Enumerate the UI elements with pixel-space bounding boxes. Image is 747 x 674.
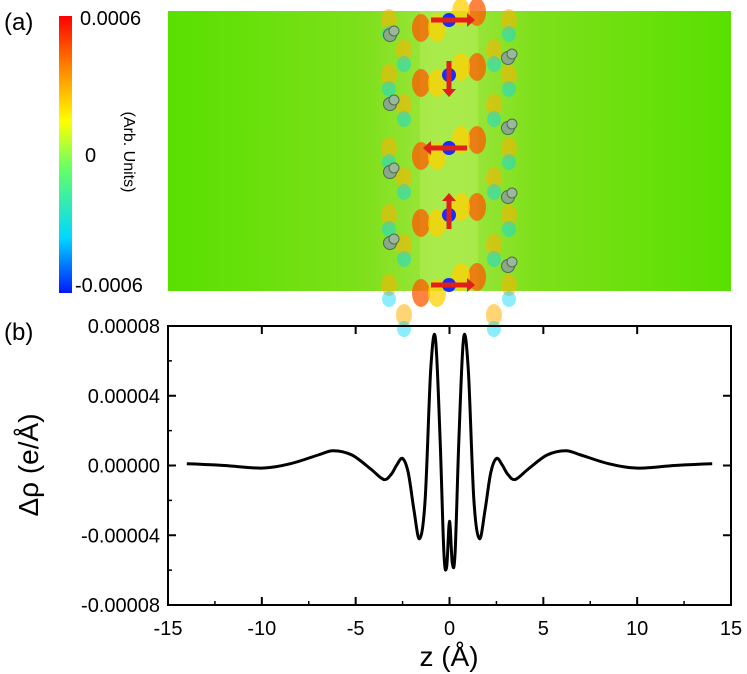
density-lobe (501, 137, 517, 159)
density-lobe (412, 14, 430, 42)
density-lobe (487, 111, 501, 127)
spin-arrow-head (442, 89, 456, 97)
density-lobe (452, 53, 470, 81)
atom-sphere (506, 187, 518, 199)
density-lobe (502, 26, 516, 42)
density-lobe (502, 291, 516, 307)
density-lobe (501, 64, 517, 86)
density-lobe (381, 9, 397, 31)
panel-a-label: (a) (4, 9, 33, 36)
y-tick-label: 0.00008 (88, 316, 160, 338)
x-tick-label: -10 (247, 618, 276, 640)
density-lobe (486, 304, 502, 326)
density-lobe (501, 274, 517, 296)
series-line (186, 332, 713, 572)
charge-density-map (168, 0, 731, 337)
density-lobe (486, 234, 502, 256)
x-tick-label: 15 (720, 618, 742, 640)
density-lobe (486, 94, 502, 116)
density-lobe (396, 94, 412, 116)
density-lobe (397, 251, 411, 267)
x-tick-label: 0 (444, 618, 455, 640)
density-lobe (452, 193, 470, 221)
density-lobe (468, 53, 486, 81)
x-tick-label: 5 (538, 618, 549, 640)
density-lobe (382, 81, 396, 97)
density-lobe (396, 234, 412, 256)
density-lobe (396, 39, 412, 61)
density-lobe (382, 291, 396, 307)
density-lobe (501, 9, 517, 31)
y-tick-label: -0.00008 (81, 595, 160, 617)
density-lobe (397, 56, 411, 72)
x-tick-label: 10 (626, 618, 648, 640)
density-lobe (412, 209, 430, 237)
density-lobe (381, 64, 397, 86)
density-lobe (381, 204, 397, 226)
spin-arrow-head (467, 278, 475, 292)
spin-arrow-head (442, 193, 456, 201)
atom-sphere (506, 256, 518, 268)
colorbar-mid-label: 0 (85, 145, 96, 167)
atom-sphere (388, 94, 400, 106)
y-axis: -0.00008 -0.00004 0.00000 0.00004 0.00008 (81, 316, 731, 617)
density-lobe (396, 167, 412, 189)
colorbar-max-label: 0.0006 (80, 8, 141, 30)
density-lobe (502, 154, 516, 170)
density-lobe (382, 221, 396, 237)
density-lobe (397, 184, 411, 200)
y-tick-label: -0.00004 (81, 525, 160, 547)
density-lobe (468, 126, 486, 154)
spin-arrow-head (467, 13, 475, 27)
line-plot: -15 -10 -5 0 5 10 15 -0.00008 -0.00004 0.00000 0.… (13, 316, 742, 672)
density-lobe (501, 204, 517, 226)
x-tick-label: -15 (154, 618, 183, 640)
density-lobe (428, 69, 446, 97)
atom-sphere (388, 233, 400, 245)
atom-sphere (388, 162, 400, 174)
atom-sphere (506, 48, 518, 60)
density-lobe (486, 167, 502, 189)
panel-b-label: (b) (4, 319, 33, 346)
density-lobe (502, 81, 516, 97)
y-tick-label: 0.00000 (88, 456, 160, 478)
density-lobe (487, 251, 501, 267)
density-lobe (381, 137, 397, 159)
density-lobe (486, 39, 502, 61)
density-lobe (396, 304, 412, 326)
x-axis-title: z (Å) (419, 641, 478, 672)
density-lobe (428, 209, 446, 237)
x-tick-label: -5 (347, 618, 365, 640)
density-lobe (412, 279, 430, 307)
density-lobe (487, 321, 501, 337)
atom-sphere (506, 118, 518, 130)
colorbar-title: (Arb. Units) (120, 112, 137, 193)
colorbar-min-label: -0.0006 (75, 275, 143, 297)
x-axis: -15 -10 -5 0 5 10 15 (154, 326, 742, 640)
density-lobe (381, 274, 397, 296)
colorbar (59, 16, 72, 293)
density-lobe (397, 111, 411, 127)
density-lobe (468, 193, 486, 221)
plot-frame (167, 325, 732, 606)
y-tick-label: 0.00004 (88, 386, 160, 408)
y-axis-title: Δρ (e/Å) (13, 413, 44, 516)
density-lobe (487, 56, 501, 72)
density-lobe (412, 69, 430, 97)
spin-arrow-head (423, 141, 431, 155)
density-lobe (487, 184, 501, 200)
density-lobe (397, 321, 411, 337)
atom-sphere (388, 25, 400, 37)
map-features (381, 0, 518, 337)
density-lobe (502, 221, 516, 237)
